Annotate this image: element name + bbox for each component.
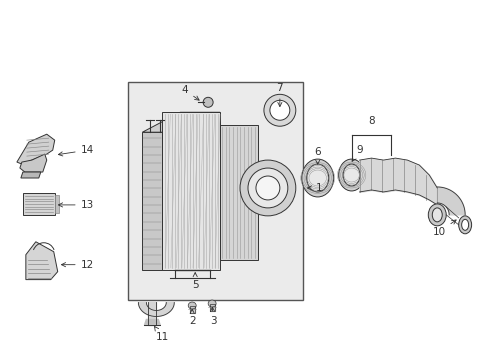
Ellipse shape xyxy=(431,208,441,222)
Text: 7: 7 xyxy=(276,84,283,107)
Polygon shape xyxy=(20,154,47,172)
Text: 10: 10 xyxy=(432,220,455,237)
Bar xyxy=(128,82,302,300)
Bar xyxy=(23,193,55,215)
Text: 9: 9 xyxy=(351,145,362,161)
Ellipse shape xyxy=(343,164,359,186)
Polygon shape xyxy=(209,303,214,311)
Text: 3: 3 xyxy=(209,307,216,327)
Circle shape xyxy=(240,160,295,216)
Ellipse shape xyxy=(188,302,196,309)
Text: 11: 11 xyxy=(154,327,168,342)
Polygon shape xyxy=(138,302,174,316)
Text: 5: 5 xyxy=(191,273,198,289)
Ellipse shape xyxy=(208,300,216,307)
Text: 12: 12 xyxy=(61,260,94,270)
Polygon shape xyxy=(436,187,464,215)
Text: 2: 2 xyxy=(188,309,195,327)
Polygon shape xyxy=(162,112,220,270)
Text: 1: 1 xyxy=(307,183,322,193)
Ellipse shape xyxy=(458,216,470,234)
Ellipse shape xyxy=(461,219,468,230)
Circle shape xyxy=(269,100,289,120)
Text: 8: 8 xyxy=(367,116,374,126)
Text: 13: 13 xyxy=(59,200,94,210)
Ellipse shape xyxy=(306,164,328,192)
Polygon shape xyxy=(142,132,162,270)
Circle shape xyxy=(247,168,287,208)
Polygon shape xyxy=(26,242,58,280)
Polygon shape xyxy=(144,319,160,325)
Polygon shape xyxy=(189,306,194,314)
Text: 6: 6 xyxy=(314,147,321,164)
Polygon shape xyxy=(17,134,55,164)
Circle shape xyxy=(255,176,279,200)
Ellipse shape xyxy=(301,159,333,197)
Polygon shape xyxy=(220,125,258,260)
Bar xyxy=(55,195,59,213)
Text: 4: 4 xyxy=(182,85,199,100)
Ellipse shape xyxy=(338,159,364,191)
Polygon shape xyxy=(142,112,220,132)
Polygon shape xyxy=(21,172,41,178)
Text: 14: 14 xyxy=(58,145,94,156)
Circle shape xyxy=(264,94,295,126)
Polygon shape xyxy=(148,302,156,325)
Circle shape xyxy=(203,97,213,107)
Ellipse shape xyxy=(427,204,446,226)
